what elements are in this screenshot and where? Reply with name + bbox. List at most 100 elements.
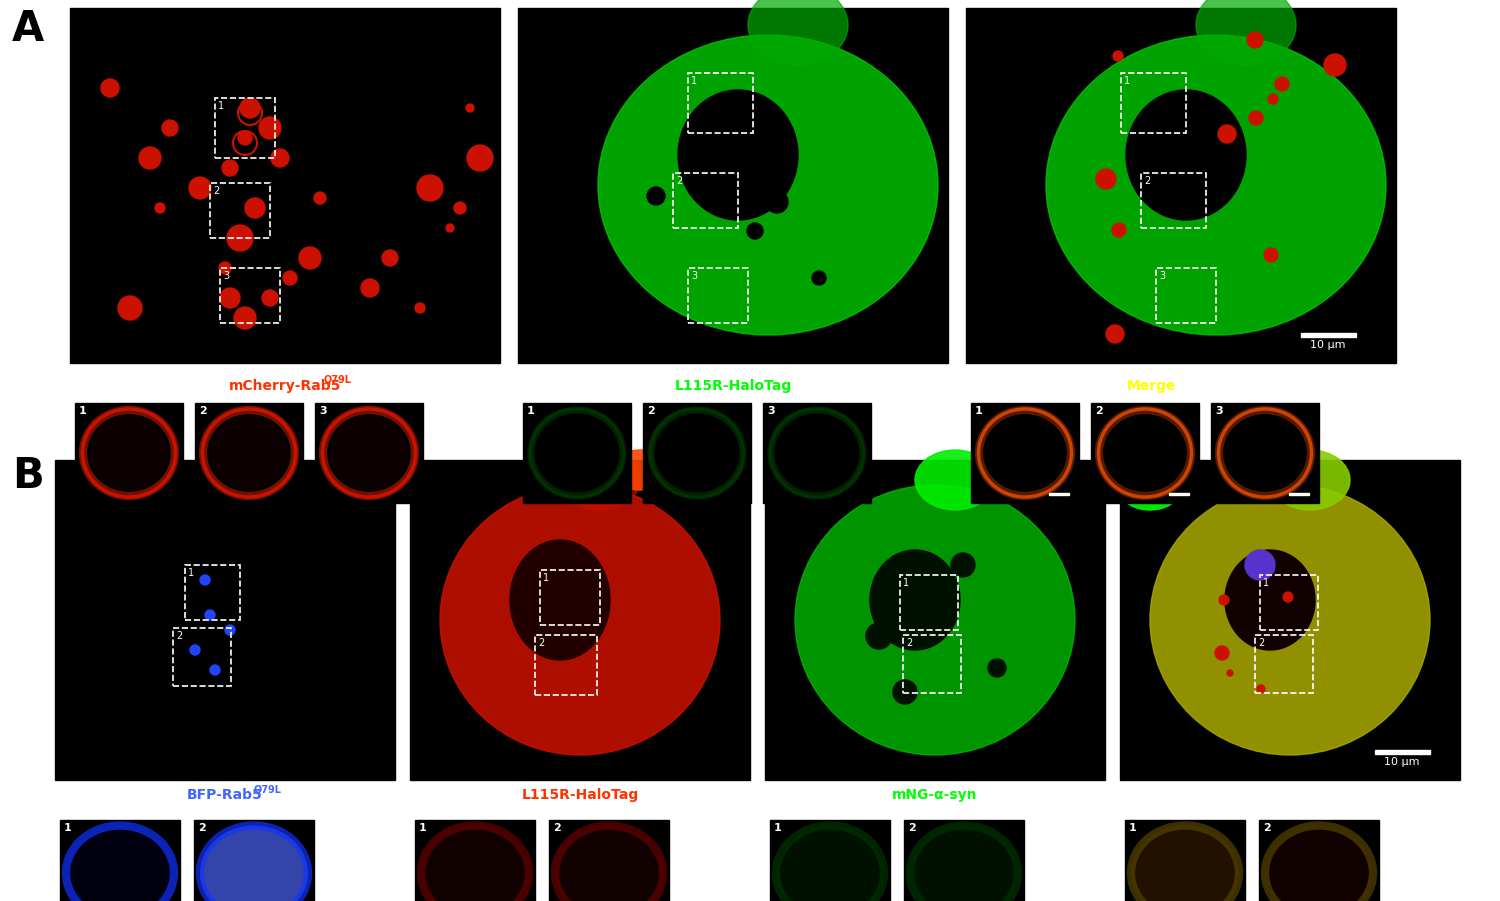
Text: 2: 2 — [1144, 176, 1150, 186]
Circle shape — [466, 104, 474, 112]
Text: 1: 1 — [1124, 76, 1130, 86]
Circle shape — [988, 659, 1006, 677]
Text: 2: 2 — [176, 631, 183, 641]
Bar — [904, 820, 1024, 901]
Ellipse shape — [915, 450, 995, 510]
Ellipse shape — [870, 550, 960, 650]
Bar — [70, 8, 500, 363]
Text: 3: 3 — [692, 271, 698, 281]
Circle shape — [314, 192, 326, 204]
Text: Q79L: Q79L — [322, 375, 351, 385]
Bar — [536, 635, 597, 695]
Circle shape — [1220, 595, 1228, 605]
Text: 1: 1 — [64, 823, 72, 833]
Circle shape — [812, 271, 826, 285]
Bar — [770, 820, 890, 901]
Circle shape — [298, 247, 321, 269]
Ellipse shape — [560, 450, 640, 510]
Circle shape — [225, 625, 236, 635]
Text: BFP-Rab5: BFP-Rab5 — [188, 788, 262, 802]
Circle shape — [284, 271, 297, 285]
Text: Q79L: Q79L — [254, 784, 280, 794]
Bar — [1120, 460, 1460, 780]
Bar — [966, 8, 1396, 363]
Text: 1: 1 — [692, 76, 698, 86]
Text: 3: 3 — [1160, 271, 1166, 281]
Text: 10 μm: 10 μm — [1311, 340, 1346, 350]
Circle shape — [240, 98, 260, 118]
Text: B: B — [12, 455, 44, 497]
Ellipse shape — [1046, 35, 1386, 335]
Circle shape — [1264, 248, 1278, 262]
Circle shape — [1227, 670, 1233, 676]
Circle shape — [908, 558, 922, 572]
Circle shape — [1113, 51, 1124, 61]
Bar — [315, 403, 423, 503]
Text: 1: 1 — [526, 406, 534, 416]
Circle shape — [446, 224, 454, 232]
Text: 2: 2 — [538, 638, 544, 648]
Circle shape — [219, 262, 231, 274]
Bar — [75, 403, 183, 503]
Ellipse shape — [90, 415, 168, 490]
Bar — [900, 575, 958, 630]
Text: 1: 1 — [543, 573, 549, 583]
Ellipse shape — [1120, 470, 1180, 510]
Text: 2: 2 — [1263, 823, 1270, 833]
Circle shape — [1106, 325, 1124, 343]
Circle shape — [190, 645, 200, 655]
Bar — [410, 460, 750, 780]
Circle shape — [702, 146, 720, 164]
Circle shape — [1096, 169, 1116, 189]
Text: 2: 2 — [646, 406, 654, 416]
Text: 1: 1 — [217, 101, 223, 111]
Circle shape — [210, 665, 220, 675]
Circle shape — [100, 79, 118, 97]
Circle shape — [200, 575, 210, 585]
Circle shape — [772, 191, 784, 203]
Bar — [970, 403, 1078, 503]
Ellipse shape — [66, 825, 174, 901]
Ellipse shape — [795, 485, 1076, 755]
Circle shape — [1276, 80, 1284, 88]
Text: 1: 1 — [188, 568, 194, 578]
Bar — [1210, 403, 1318, 503]
Bar — [56, 460, 394, 780]
Ellipse shape — [330, 415, 408, 490]
Circle shape — [162, 120, 178, 136]
Circle shape — [1246, 32, 1263, 48]
Circle shape — [1324, 54, 1346, 76]
Text: 1: 1 — [1263, 578, 1269, 588]
Ellipse shape — [510, 540, 610, 660]
Bar — [195, 403, 303, 503]
Circle shape — [1112, 223, 1126, 237]
Bar — [172, 628, 231, 686]
Bar — [220, 268, 280, 323]
Ellipse shape — [1126, 90, 1246, 220]
Bar — [903, 635, 962, 693]
Bar — [1258, 820, 1378, 901]
Text: 1: 1 — [1130, 823, 1137, 833]
Bar — [1288, 493, 1310, 495]
Text: 1: 1 — [419, 823, 426, 833]
Circle shape — [1268, 94, 1278, 104]
Bar — [765, 460, 1106, 780]
Circle shape — [272, 149, 290, 167]
Bar — [540, 570, 600, 625]
Ellipse shape — [910, 825, 1019, 901]
Ellipse shape — [1270, 450, 1350, 510]
Bar — [1048, 493, 1070, 495]
Ellipse shape — [610, 450, 670, 490]
Circle shape — [466, 145, 494, 171]
Text: 2: 2 — [554, 823, 561, 833]
Text: 3: 3 — [766, 406, 774, 416]
Circle shape — [206, 610, 214, 620]
Circle shape — [1250, 111, 1263, 125]
Text: 1: 1 — [975, 406, 982, 416]
Circle shape — [260, 117, 280, 139]
Circle shape — [1218, 125, 1236, 143]
Circle shape — [688, 142, 706, 160]
Bar — [1090, 403, 1198, 503]
Ellipse shape — [1150, 485, 1430, 755]
Circle shape — [1275, 77, 1288, 91]
